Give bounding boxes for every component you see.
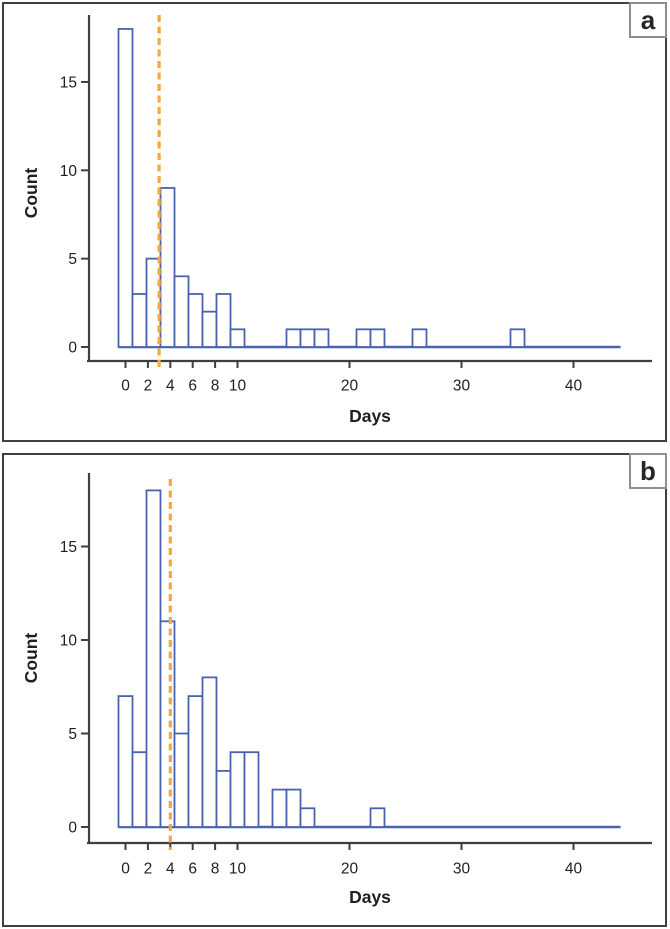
panel-a-chart-container: 0 5 10 15 0 2 4 6 8 10 20 30 40 Days Count bbox=[4, 4, 665, 440]
histogram-bar bbox=[215, 293, 232, 348]
y-axis-label: Count bbox=[21, 633, 41, 684]
histogram-bar bbox=[131, 751, 148, 828]
x-tick-label: 0 bbox=[121, 861, 130, 878]
panel-b-letter: b bbox=[640, 455, 656, 486]
histogram-bar bbox=[243, 751, 260, 828]
y-axis-label: Count bbox=[21, 168, 41, 219]
x-tick-label: 10 bbox=[229, 861, 247, 878]
panel-b-label-badge: b bbox=[629, 453, 667, 489]
histogram-bar bbox=[285, 328, 302, 348]
histogram-bar bbox=[131, 293, 148, 348]
histogram-bar bbox=[355, 328, 372, 348]
panel-a-label-badge: a bbox=[629, 2, 667, 38]
x-tick-label: 8 bbox=[211, 861, 220, 878]
histogram-bar bbox=[411, 328, 428, 348]
histogram-bar bbox=[215, 769, 232, 828]
histogram-bar bbox=[369, 328, 386, 348]
histogram-bar bbox=[285, 788, 302, 828]
histogram-bar bbox=[299, 807, 316, 828]
y-tick-label: 15 bbox=[60, 74, 77, 91]
histogram-bar bbox=[509, 328, 526, 348]
y-tick-label: 0 bbox=[68, 820, 77, 837]
histogram-bar bbox=[173, 732, 190, 828]
histogram-bar bbox=[117, 28, 134, 348]
panel-a: a 0 5 10 15 0 2 4 6 8 10 20 30 40 Days Count bbox=[2, 2, 667, 442]
x-tick-label: 20 bbox=[341, 861, 359, 878]
x-axis-label: Days bbox=[349, 406, 391, 426]
x-axis-label: Days bbox=[349, 887, 391, 907]
x-tick-label: 4 bbox=[166, 378, 175, 395]
y-tick-label: 5 bbox=[68, 726, 77, 743]
y-tick-label: 0 bbox=[68, 340, 77, 357]
histogram-bar bbox=[201, 676, 218, 828]
histogram-bar bbox=[201, 310, 218, 348]
histogram-bar bbox=[229, 328, 246, 348]
histogram-bar bbox=[229, 751, 246, 828]
x-tick-label: 0 bbox=[121, 378, 130, 395]
y-tick-label: 15 bbox=[60, 539, 77, 556]
y-tick-label: 5 bbox=[68, 251, 77, 268]
x-tick-label: 8 bbox=[211, 378, 220, 395]
x-tick-label: 20 bbox=[341, 378, 359, 395]
panel-b: b 0 5 10 15 0 2 4 6 8 10 20 30 40 Days Count bbox=[2, 453, 667, 927]
histogram-bar bbox=[159, 620, 176, 828]
histogram-bar bbox=[117, 695, 134, 828]
x-tick-label: 10 bbox=[229, 378, 247, 395]
x-tick-label: 2 bbox=[144, 378, 153, 395]
histogram-bar bbox=[299, 328, 316, 348]
x-tick-label: 6 bbox=[188, 378, 197, 395]
x-tick-label: 30 bbox=[453, 861, 471, 878]
panel-a-letter: a bbox=[640, 4, 656, 35]
histogram-bar bbox=[173, 275, 190, 348]
histogram-bar bbox=[369, 807, 386, 828]
histogram-bar bbox=[187, 293, 204, 348]
histogram-bar bbox=[313, 328, 330, 348]
x-tick-label: 40 bbox=[565, 378, 583, 395]
histogram-bar bbox=[271, 788, 288, 828]
histogram-bar bbox=[159, 187, 176, 348]
y-tick-label: 10 bbox=[60, 163, 78, 180]
y-tick-label: 10 bbox=[60, 633, 78, 650]
x-tick-label: 4 bbox=[166, 861, 175, 878]
x-tick-label: 6 bbox=[188, 861, 197, 878]
x-tick-label: 40 bbox=[565, 861, 583, 878]
x-tick-label: 30 bbox=[453, 378, 471, 395]
panel-b-chart-container: 0 5 10 15 0 2 4 6 8 10 20 30 40 Days Count bbox=[4, 455, 665, 925]
histogram-bar bbox=[145, 489, 162, 828]
histogram-bar bbox=[187, 695, 204, 828]
x-tick-label: 2 bbox=[144, 861, 153, 878]
